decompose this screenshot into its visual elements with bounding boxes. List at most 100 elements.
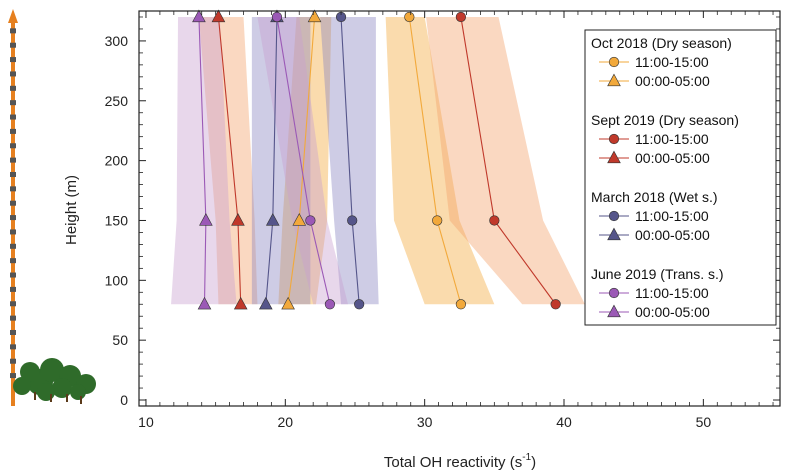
x-tick-label: 10: [138, 414, 154, 430]
tree-trunk: [34, 392, 36, 400]
y-tick-label: 250: [105, 93, 129, 109]
tree-crown: [37, 383, 55, 401]
y-axis-title: Height (m): [63, 175, 80, 245]
tower-segment: [10, 143, 16, 149]
legend-group-title: Sept 2019 (Dry season): [591, 112, 739, 128]
data-point-circle: [608, 287, 620, 299]
data-point-circle: [608, 56, 620, 68]
tower-segment: [10, 128, 16, 134]
tower-segment: [10, 229, 16, 235]
tree-crown: [20, 362, 40, 382]
tree-crown: [40, 358, 64, 382]
tower-segment: [10, 42, 16, 48]
y-tick-label: 200: [105, 153, 129, 169]
tower-segment: [10, 215, 16, 221]
x-tick-label: 50: [696, 414, 712, 430]
data-point-triangle: [607, 73, 621, 87]
data-point-triangle: [265, 213, 280, 226]
legend-series-label: 11:00-15:00: [635, 208, 709, 224]
y-tick-label: 300: [105, 33, 129, 49]
tower-tip: [8, 8, 18, 23]
axes: 10 20 30 40 50 0 50 100 150 200 250 300: [105, 11, 780, 430]
y-tick-label: 0: [120, 392, 128, 408]
legend-series-label: 11:00-15:00: [635, 131, 709, 147]
measurement-tower-illustration: [8, 8, 18, 406]
legend-group-title: Oct 2018 (Dry season): [591, 35, 732, 51]
data-point-triangle: [292, 213, 307, 226]
data-point-circle: [455, 11, 466, 23]
tower-segment: [10, 186, 16, 192]
x-axis-title: Total OH reactivity (s-1): [384, 452, 536, 471]
tree-trunk: [66, 394, 68, 402]
tower-segment: [10, 358, 16, 364]
variability-band: [278, 16, 332, 305]
legend: Oct 2018 (Dry season) 11:00-15:00 00:00-05…: [584, 29, 777, 326]
y-tick-label: 100: [105, 272, 129, 288]
tower-segment: [10, 57, 16, 63]
data-point-triangle: [259, 296, 273, 310]
tower-segment: [10, 329, 16, 335]
data-point-triangle: [307, 9, 322, 23]
tower-segment: [10, 272, 16, 278]
data-point-circle: [489, 215, 500, 226]
tower-base: [11, 400, 15, 406]
data-point-circle: [432, 215, 443, 226]
variability-band: [257, 16, 349, 305]
series-markers: [192, 9, 561, 310]
data-point-circle: [347, 215, 358, 226]
tower-segment: [10, 114, 16, 120]
legend-series-label: 00:00-05:00: [635, 304, 710, 320]
data-point-triangle: [607, 150, 621, 164]
variability-band: [426, 16, 585, 305]
tower-segment: [10, 258, 16, 264]
variability-band: [385, 16, 495, 305]
legend-series-label: 00:00-05:00: [635, 227, 710, 243]
data-point-triangle: [192, 9, 206, 23]
data-point-circle: [324, 299, 336, 310]
variability-band: [251, 16, 311, 305]
tower-mast: [11, 16, 15, 401]
x-tick-label: 20: [278, 414, 294, 430]
data-point-circle: [305, 215, 316, 226]
data-point-circle: [354, 299, 365, 310]
data-point-triangle: [197, 296, 212, 310]
tower-segment: [10, 373, 16, 379]
legend-group-title: March 2018 (Wet s.): [591, 189, 718, 205]
y-tick-label: 150: [105, 212, 129, 228]
variability-band: [198, 16, 258, 305]
x-tick-label: 30: [417, 414, 433, 430]
x-axis-title-main: Total OH reactivity (s: [384, 454, 522, 471]
variability-bands: [171, 16, 585, 305]
data-point-triangle: [233, 296, 248, 310]
forest-canopy-illustration: [13, 358, 96, 404]
tower-segment: [10, 171, 16, 177]
tower-segment: [10, 286, 16, 292]
tree-crown: [13, 377, 31, 395]
tree-crown: [70, 384, 86, 400]
legend-series-label: 11:00-15:00: [635, 285, 709, 301]
legend-series-label: 00:00-05:00: [635, 73, 710, 89]
data-point-triangle: [281, 296, 295, 310]
tree-crown: [52, 378, 72, 398]
tower-segment: [10, 301, 16, 307]
data-point-circle: [271, 11, 283, 23]
data-point-triangle: [607, 227, 621, 241]
x-axis-title-end: ): [531, 454, 536, 471]
data-point-triangle: [199, 213, 213, 226]
data-point-triangle: [211, 9, 226, 23]
tree-trunk: [50, 394, 52, 402]
x-tick-label: 40: [556, 414, 572, 430]
tower-segment: [10, 28, 16, 34]
data-point-circle: [455, 299, 466, 310]
tower-segment: [10, 243, 16, 249]
legend-series-label: 00:00-05:00: [635, 150, 710, 166]
tower-segment: [10, 315, 16, 321]
data-point-circle: [404, 11, 415, 23]
tower-segment: [10, 71, 16, 77]
tower-segment: [10, 157, 16, 163]
tower-segment: [10, 344, 16, 350]
data-point-circle: [608, 133, 620, 145]
tower-segment: [10, 100, 16, 106]
data-point-circle: [608, 210, 620, 222]
